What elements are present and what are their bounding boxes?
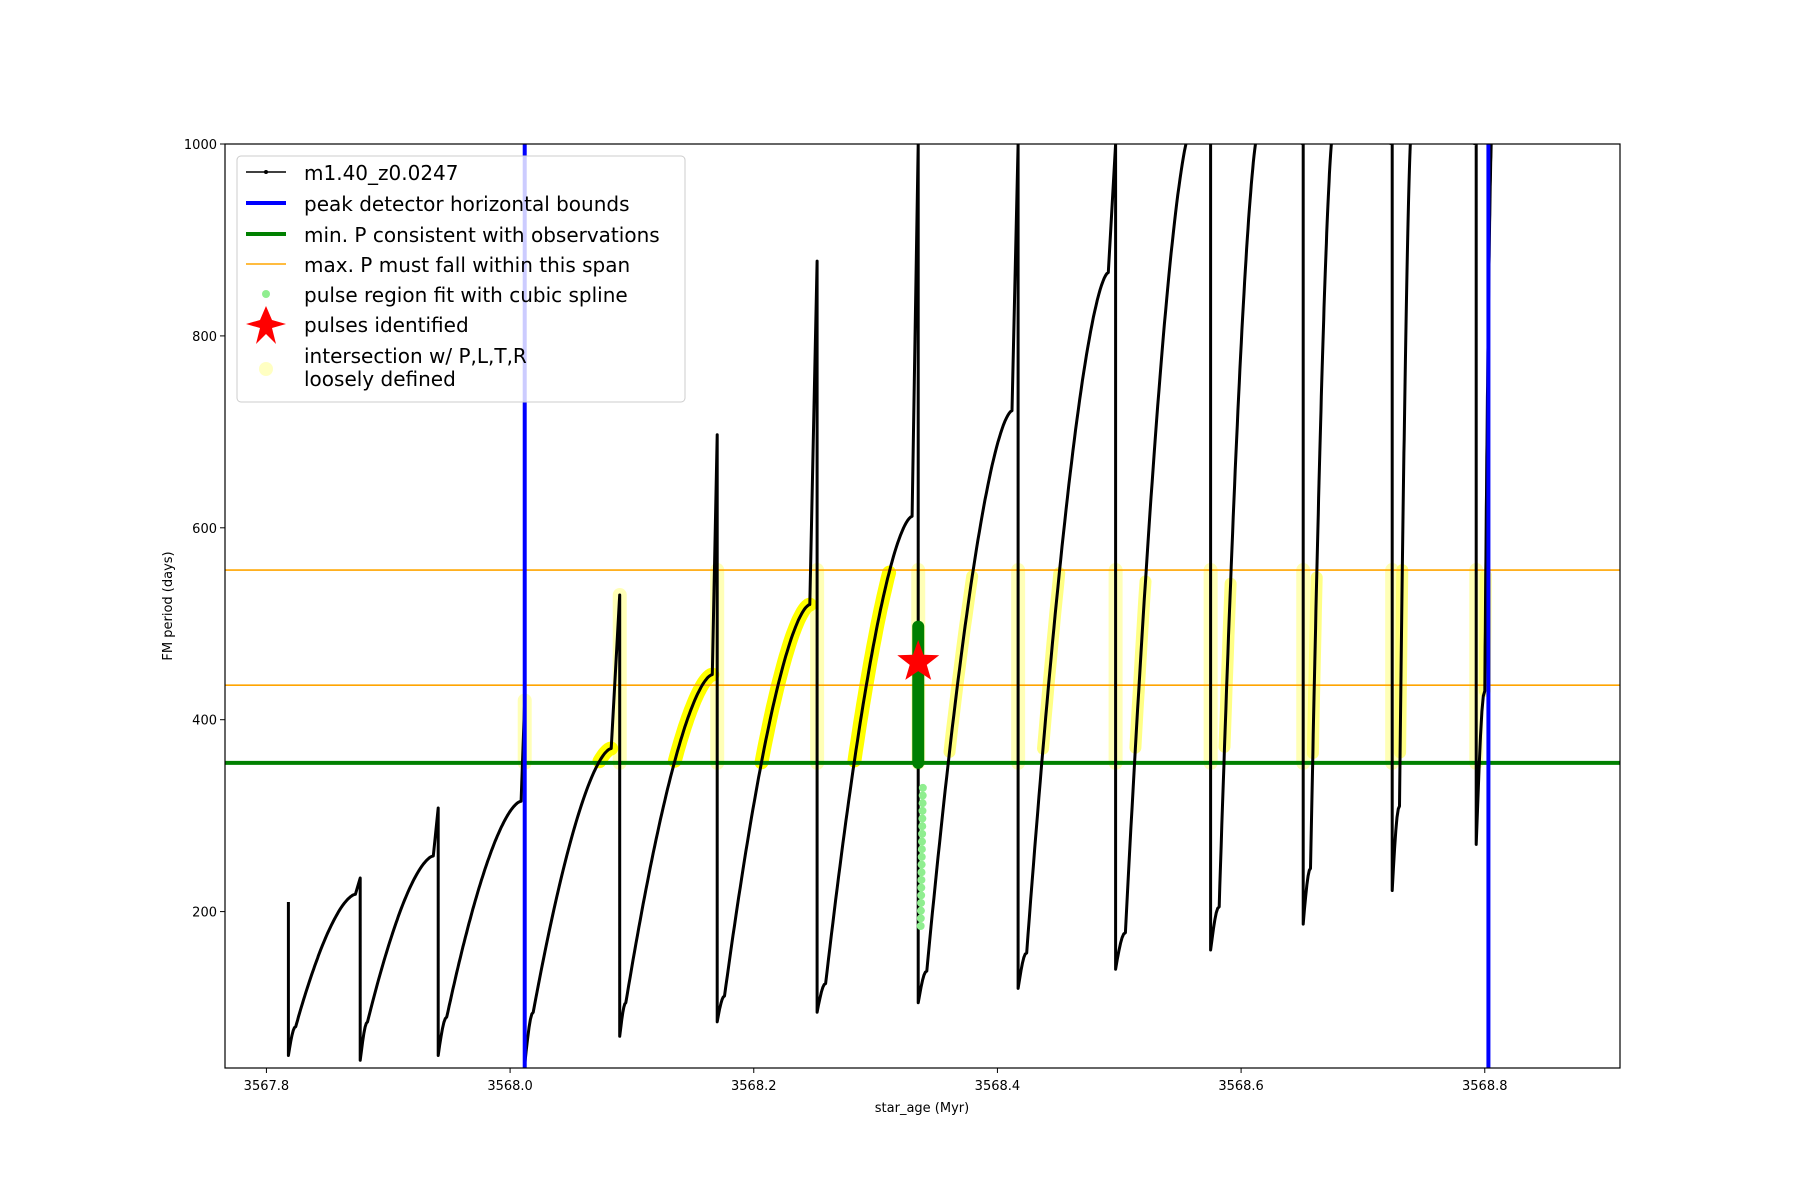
legend-label-pulses: pulses identified: [304, 313, 469, 337]
legend-star-icon: [246, 306, 286, 344]
plot-marks: [225, 144, 1620, 1068]
x-tick-label: 3568.2: [731, 1079, 777, 1094]
spline-point: [917, 898, 926, 907]
x-tick-label: 3568.8: [1462, 1079, 1508, 1094]
series-main-line: [286, 144, 1493, 1067]
spline-point: [917, 860, 926, 869]
spline-point: [918, 806, 927, 815]
y-tick-label: 800: [192, 330, 217, 345]
x-tick-label: 3568.6: [1218, 1079, 1264, 1094]
intersection-band: [754, 597, 817, 770]
legend-label-spline: pulse region fit with cubic spline: [304, 283, 628, 307]
x-axis-label: star_age (Myr): [875, 1101, 969, 1116]
legend-label-minp: min. P consistent with observations: [304, 223, 660, 247]
spline-point: [916, 921, 925, 930]
x-tick-label: 3568.0: [487, 1079, 533, 1094]
spline-point: [917, 837, 926, 846]
spline-point: [917, 875, 926, 884]
spline-point: [918, 822, 927, 831]
legend-marker-intersection: [259, 362, 273, 376]
plot-area: [225, 144, 1620, 1068]
spline-point: [917, 891, 926, 900]
spline-point: [916, 906, 925, 915]
spline-point: [917, 883, 926, 892]
legend: m1.40_z0.0247 peak detector horizontal b…: [236, 155, 686, 403]
pulse-star-marker: [897, 640, 940, 680]
legend-marker-spline: [262, 290, 270, 298]
legend-label-bounds: peak detector horizontal bounds: [304, 192, 630, 216]
spline-point: [917, 852, 926, 861]
y-tick-label: 400: [192, 714, 217, 729]
legend-label-main: m1.40_z0.0247: [304, 161, 459, 185]
x-tick-label: 3567.8: [244, 1079, 290, 1094]
x-tick-label: 3568.4: [975, 1079, 1021, 1094]
spline-point: [918, 814, 927, 823]
legend-label-intersection-1: intersection w/ P,L,T,R: [304, 344, 527, 368]
spline-point: [917, 845, 926, 854]
spline-point: [917, 868, 926, 877]
legend-label-maxp: max. P must fall within this span: [304, 253, 630, 277]
legend-label-intersection-2: loosely defined: [304, 367, 456, 391]
spline-point: [918, 791, 927, 800]
spline-point: [918, 829, 927, 838]
y-tick-label: 600: [192, 522, 217, 537]
y-tick-label: 200: [192, 906, 217, 921]
spline-point: [918, 783, 927, 792]
intersection-band: [667, 667, 720, 768]
y-tick-label: 1000: [184, 138, 217, 153]
spline-point: [916, 914, 925, 923]
axes-frame: [224, 143, 1621, 1069]
y-axis-label: FM period (days): [161, 551, 176, 660]
legend-marker-main: [264, 170, 268, 174]
spline-point: [918, 799, 927, 808]
ticks: 3567.8 3568.0 3568.2 3568.4 3568.6 3568.8 200 4…: [184, 138, 1508, 1094]
